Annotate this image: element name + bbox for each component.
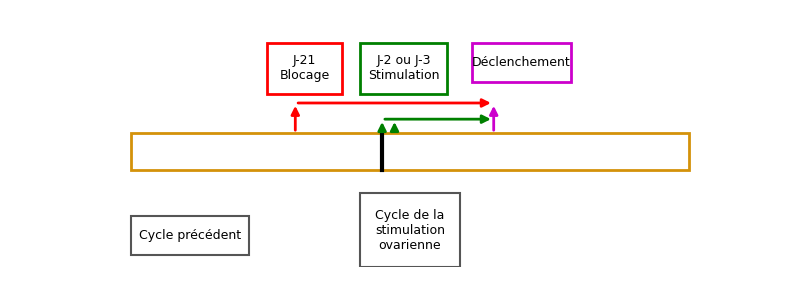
Text: J-21
Blocage: J-21 Blocage [279,54,330,82]
Bar [267,43,342,94]
Bar [360,43,447,94]
Bar [360,193,459,267]
Text: J-2 ou J-3
Stimulation: J-2 ou J-3 Stimulation [368,54,439,82]
Bar [472,43,571,82]
Bar [131,216,249,256]
Bar [131,133,689,170]
Text: Cycle de la
stimulation
ovarienne: Cycle de la stimulation ovarienne [375,208,445,251]
Text: Cycle précédent: Cycle précédent [139,229,241,242]
Text: Déclenchement: Déclenchement [472,56,571,69]
